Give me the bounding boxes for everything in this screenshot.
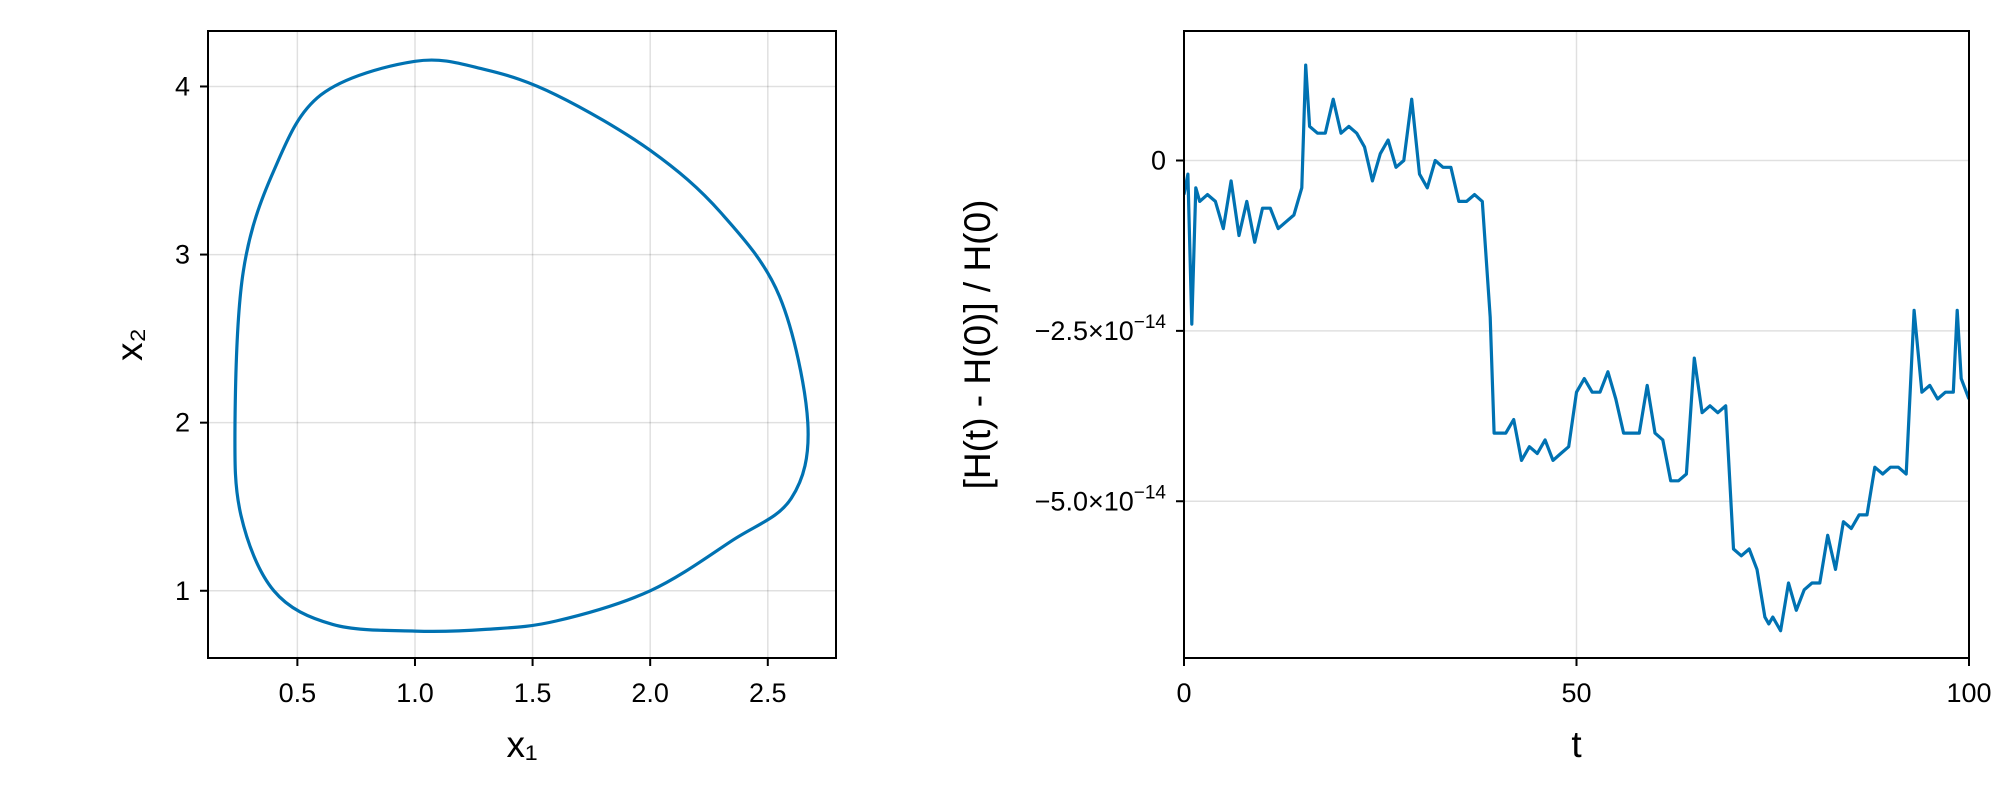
phase-y-tick-label: 3 bbox=[175, 240, 190, 270]
phase-x-tick-label: 0.5 bbox=[279, 678, 317, 708]
phase-x-tick-label: 2.0 bbox=[631, 678, 669, 708]
phase-y-tick-label: 1 bbox=[175, 576, 190, 606]
phase-plot: 0.5 1.0 1.5 2.0 2.5 1 2 3 4 x₁ x₂ bbox=[109, 30, 837, 765]
energy-x-tick-label: 100 bbox=[1946, 678, 1991, 708]
phase-x-tick-label: 1.0 bbox=[396, 678, 434, 708]
phase-series-line bbox=[233, 58, 810, 634]
energy-series-line bbox=[1184, 63, 1969, 633]
phase-y-tick-label: 4 bbox=[175, 71, 190, 101]
energy-x-axis-label: t bbox=[1571, 724, 1582, 765]
phase-y-axis-label: x₂ bbox=[109, 328, 150, 361]
energy-x-tick-label: 0 bbox=[1176, 678, 1191, 708]
phase-y-tick-label: 2 bbox=[175, 408, 190, 438]
phase-x-axis-label: x₁ bbox=[507, 724, 538, 765]
energy-x-tick-label: 50 bbox=[1561, 678, 1591, 708]
energy-y-tick-label: 0 bbox=[1151, 145, 1166, 175]
energy-error-plot: 0 50 100 0 −2.5×10−14 −5.0×10−14 t [H(t) - H(0)… bbox=[957, 30, 1992, 765]
energy-y-tick-label: −2.5×10−14 bbox=[1035, 312, 1167, 346]
phase-x-tick-label: 2.5 bbox=[749, 678, 787, 708]
energy-y-axis-label: [H(t) - H(0)] / H(0) bbox=[957, 200, 998, 490]
phase-x-tick-label: 1.5 bbox=[514, 678, 552, 708]
phase-axes-frame bbox=[207, 30, 837, 659]
energy-y-tick-label: −5.0×10−14 bbox=[1035, 482, 1167, 516]
